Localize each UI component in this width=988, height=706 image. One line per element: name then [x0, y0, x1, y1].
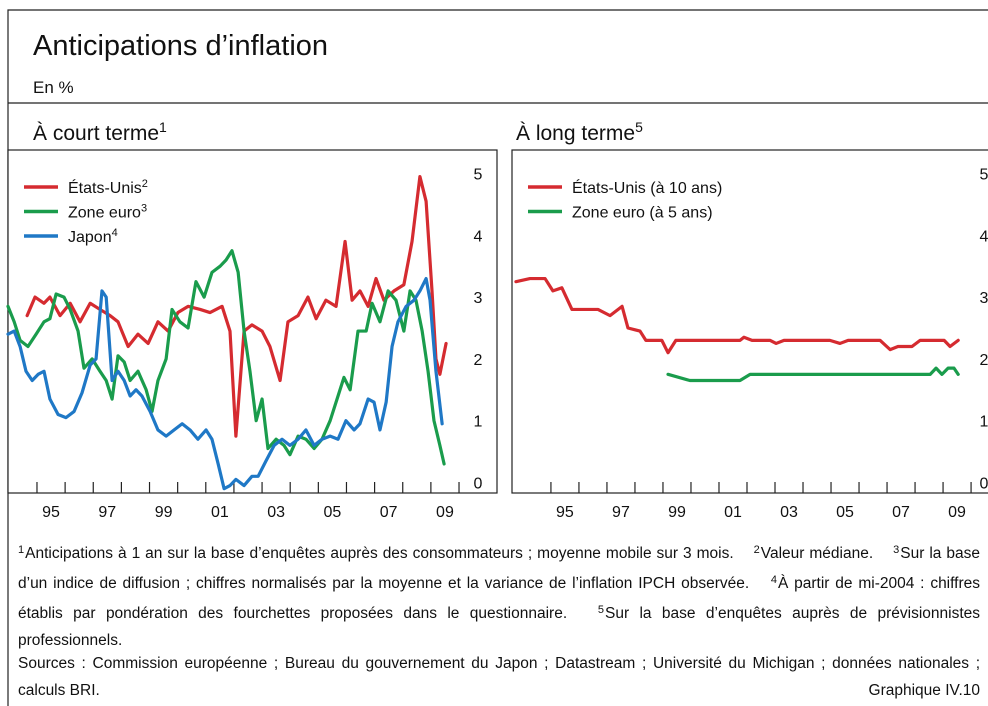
y-tick-label: 1	[474, 414, 483, 431]
sources: Sources : Commission européenne ; Bureau…	[18, 655, 980, 699]
y-tick-label: 5	[474, 166, 483, 183]
y-tick-label: 4	[980, 228, 988, 245]
panel-title-text: À court terme	[33, 122, 159, 145]
series-line	[514, 276, 960, 355]
footnote-text: Sur la base d’enquêtes auprès de prévisi…	[18, 605, 980, 649]
legend-label: Zone euro (à 5 ans)	[572, 205, 713, 222]
series-line	[666, 366, 960, 383]
footnote-text: Anticipations à 1 an sur la base d’enquê…	[25, 545, 734, 562]
legend-note: 2	[142, 178, 148, 190]
footnote-mark: 1	[18, 544, 25, 556]
panel-title: À court terme1	[33, 119, 167, 145]
figure-label: Graphique IV.10	[862, 677, 980, 704]
y-tick-label: 1	[980, 414, 988, 431]
y-tick-label: 3	[980, 290, 988, 307]
legend-name: Zone euro (à 5 ans)	[572, 205, 713, 222]
series-line	[6, 276, 444, 491]
legend-label: Japon4	[68, 227, 118, 246]
x-tick-label: 03	[267, 504, 285, 521]
x-tick-label: 03	[780, 504, 798, 521]
figure-title: Anticipations d’inflation	[33, 30, 328, 62]
legend-label: États-Unis2	[68, 178, 148, 197]
x-tick-label: 95	[556, 504, 574, 521]
x-tick-label: 99	[155, 504, 173, 521]
x-tick-label: 95	[42, 504, 60, 521]
x-tick-label: 07	[892, 504, 910, 521]
legend-note: 4	[112, 227, 118, 239]
x-tick-label: 01	[724, 504, 742, 521]
legend-label: Zone euro3	[68, 203, 147, 222]
y-tick-label: 4	[474, 228, 483, 245]
x-tick-label: 97	[98, 504, 116, 521]
y-tick-label: 2	[474, 352, 483, 369]
x-tick-label: 09	[436, 504, 454, 521]
panel-title: À long terme5	[516, 119, 643, 145]
footnote: 5Sur la base d’enquêtes auprès de prévis…	[18, 604, 980, 649]
panel-title-note: 1	[159, 119, 167, 135]
y-tick-label: 3	[474, 290, 483, 307]
figure-subtitle: En %	[33, 78, 74, 97]
plot-area	[511, 149, 988, 494]
panel-title-note: 5	[635, 119, 643, 135]
x-tick-label: 07	[380, 504, 398, 521]
legend-name: Zone euro	[68, 205, 141, 222]
y-tick-label: 5	[980, 166, 988, 183]
footnote-text: À partir de mi-2004 : chiffres établis p…	[18, 575, 980, 622]
panel-title-text: À long terme	[516, 122, 635, 145]
y-tick-label: 0	[474, 475, 483, 492]
x-tick-label: 05	[324, 504, 342, 521]
footnote: 3Sur la base d’un indice de diffusion ; …	[18, 544, 980, 592]
footnotes: 1Anticipations à 1 an sur la base d’enqu…	[18, 537, 980, 654]
legend-note: 3	[141, 203, 147, 215]
legend-name: États-Unis	[68, 178, 142, 197]
series-line	[6, 249, 446, 466]
footnote-mark: 4	[770, 574, 777, 586]
footnote-mark: 2	[753, 544, 760, 556]
footnote: 2Valeur médiane.	[753, 544, 874, 562]
legend-label: États-Unis (à 10 ans)	[572, 178, 722, 197]
footnote: 1Anticipations à 1 an sur la base d’enqu…	[18, 544, 734, 562]
footnote: 4À partir de mi-2004 : chiffres établis …	[18, 574, 980, 622]
y-tick-label: 0	[980, 475, 988, 492]
x-tick-label: 09	[948, 504, 966, 521]
x-tick-label: 05	[836, 504, 854, 521]
footnote-text: Sur la base d’un indice de diffusion ; c…	[18, 545, 980, 592]
legend-name: Japon	[68, 229, 112, 246]
x-tick-label: 97	[612, 504, 630, 521]
footnote-text: Valeur médiane.	[760, 545, 874, 562]
x-tick-label: 01	[211, 504, 229, 521]
footnote-mark: 3	[893, 544, 900, 556]
legend-name: États-Unis (à 10 ans)	[572, 178, 722, 197]
y-tick-label: 2	[980, 352, 988, 369]
x-tick-label: 99	[668, 504, 686, 521]
footnote-mark: 5	[597, 604, 604, 616]
